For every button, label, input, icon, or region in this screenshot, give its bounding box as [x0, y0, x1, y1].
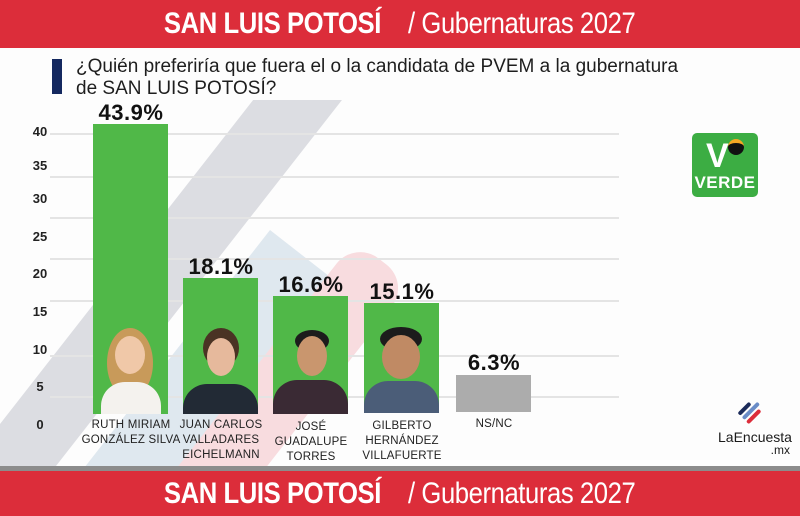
label-line: GONZÁLEZ SILVA	[81, 434, 181, 446]
bar-category-label: RUTH MIRIAM GONZÁLEZ SILVA	[76, 418, 186, 448]
laencuesta-name: LaEncuesta	[718, 429, 792, 445]
suit-shape	[273, 380, 348, 414]
label-line: NS/NC	[475, 418, 513, 430]
y-tick-25: 25	[32, 229, 48, 244]
label-line: RUTH MIRIAM	[91, 419, 171, 431]
footer-separator	[0, 466, 800, 471]
footer-title-state: SAN LUIS POTOSÍ	[164, 476, 382, 510]
bar-value-label: 15.1%	[369, 279, 435, 304]
gridline	[50, 133, 619, 135]
label-line: HERNÁNDEZ	[365, 435, 439, 447]
candidate-photo	[364, 325, 439, 413]
bar-value-label: 16.6%	[278, 272, 344, 297]
label-line: TORRES	[286, 451, 336, 463]
candidate-photo	[183, 324, 258, 414]
y-tick-5: 5	[36, 379, 44, 394]
label-line: JOSÉ	[295, 421, 327, 433]
laencuesta-stripes-icon	[737, 397, 768, 428]
header-banner: SAN LUIS POTOSÍ / Gubernaturas 2027	[0, 0, 800, 48]
toucan-icon	[728, 139, 744, 155]
y-tick-40: 40	[32, 124, 48, 139]
y-tick-10: 10	[32, 342, 48, 357]
bar-juan-carlos	[183, 278, 258, 414]
verde-v-icon: V	[706, 137, 729, 175]
label-line: EICHELMANN	[182, 449, 260, 461]
y-tick-30: 30	[32, 191, 48, 206]
label-line: VALLADARES	[182, 434, 260, 446]
bar-value-label: 43.9%	[98, 100, 164, 125]
header-title-state: SAN LUIS POTOSÍ	[164, 7, 382, 40]
gridline	[50, 176, 619, 178]
label-line: GUADALUPE	[274, 436, 348, 448]
face-shape	[115, 336, 145, 374]
y-tick-20: 20	[32, 266, 48, 281]
y-tick-35: 35	[32, 158, 48, 173]
bar-ruth-miriam	[93, 124, 168, 414]
face-shape	[382, 335, 420, 379]
face-shape	[207, 338, 235, 376]
gridline	[50, 217, 619, 219]
y-tick-15: 15	[32, 304, 48, 319]
verde-wordmark: VERDE	[694, 173, 756, 192]
candidate-photo	[93, 324, 168, 414]
question-text: ¿Quién preferiría que fuera el o la cand…	[76, 56, 679, 99]
header-title-subtitle: / Gubernaturas 2027	[408, 7, 636, 40]
gridline	[50, 258, 619, 260]
face-shape	[297, 336, 327, 376]
footer-title-subtitle: / Gubernaturas 2027	[408, 476, 636, 510]
bar-value-label: 6.3%	[467, 350, 521, 375]
label-line: GILBERTO	[372, 420, 432, 432]
label-line: JUAN CARLOS	[179, 419, 263, 431]
bar-category-label: NS/NC	[439, 417, 549, 432]
verde-party-logo: V VERDE	[692, 133, 758, 197]
footer-banner: SAN LUIS POTOSÍ / Gubernaturas 2027	[0, 471, 800, 516]
laencuesta-tld: .mx	[770, 443, 790, 457]
question-marker	[52, 59, 62, 94]
shirt-shape	[101, 382, 161, 414]
y-tick-0: 0	[36, 417, 44, 432]
bar-jose-guadalupe	[273, 296, 348, 414]
bar-ns-nc	[456, 375, 531, 412]
label-line: VILLAFUERTE	[362, 450, 442, 462]
bar-gilberto-hernandez	[364, 303, 439, 413]
bar-value-label: 18.1%	[188, 254, 254, 279]
bar-category-label: GILBERTO HERNÁNDEZ VILLAFUERTE	[347, 419, 457, 464]
bar-category-label: JUAN CARLOS VALLADARES EICHELMANN	[166, 418, 276, 463]
laencuesta-logo: LaEncuesta .mx	[718, 400, 794, 460]
suit-shape	[183, 384, 258, 414]
candidate-photo	[273, 326, 348, 414]
suit-shape	[364, 381, 439, 413]
bar-category-label: JOSÉ GUADALUPE TORRES	[256, 420, 366, 465]
